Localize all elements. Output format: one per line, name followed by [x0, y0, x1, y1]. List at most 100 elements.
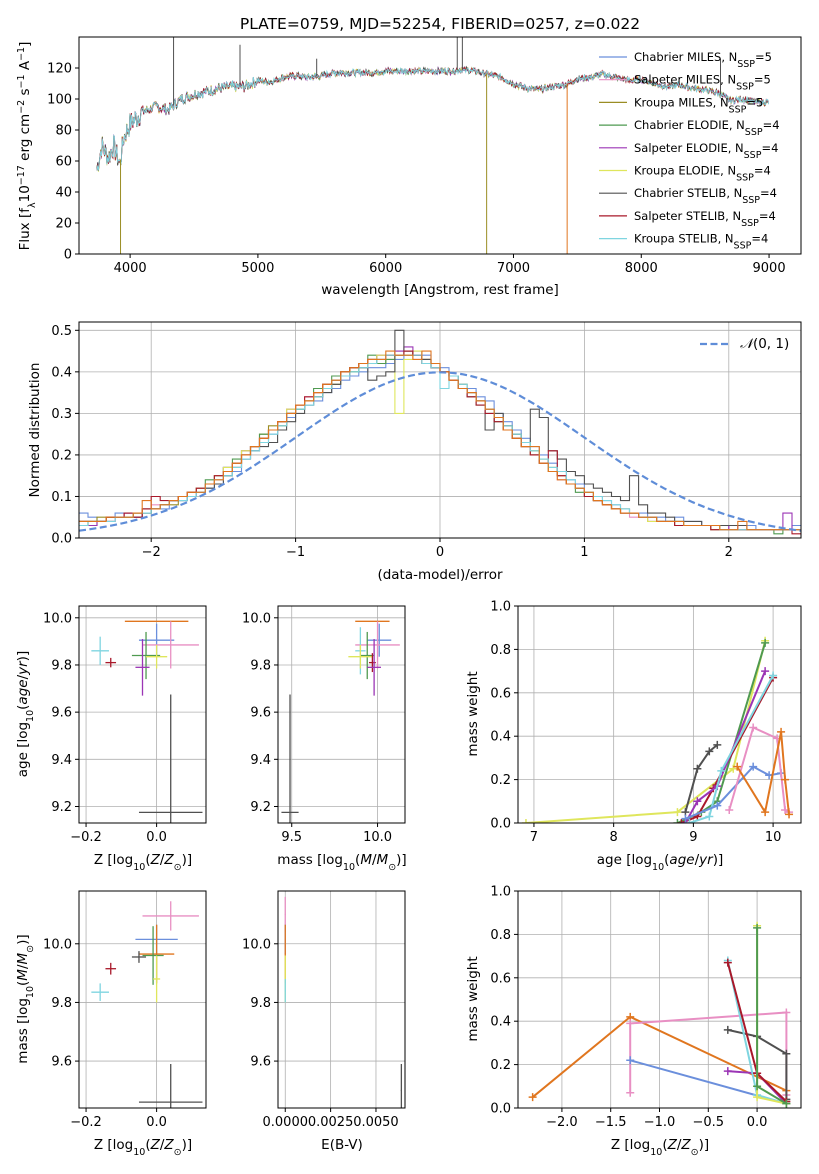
legend-label: Chabrier MILES, NSSP=5: [634, 50, 772, 70]
plus-marker: [749, 762, 758, 771]
label-part: (0, 1): [753, 336, 789, 352]
axes-border: [78, 321, 802, 539]
label-part: s: [17, 88, 33, 99]
x-tick-label: 0.0050: [353, 1115, 399, 1130]
x-tick-label: 0.0: [146, 1115, 167, 1130]
legend: 𝒩(0, 1): [700, 336, 789, 352]
grid: [278, 606, 405, 823]
x-tick-label: 9000: [753, 261, 786, 276]
y-tick-label: 120: [47, 62, 72, 77]
label-part: )]: [182, 1137, 193, 1153]
y-tick-label: 9.6: [250, 706, 271, 721]
x-tick-label: 5000: [241, 261, 274, 276]
axes-frame: 0.0000 0.0025 0.0050 9.6 9.8 10.0: [242, 890, 406, 1130]
y-tick-label: 0.0: [51, 532, 72, 547]
x-axis-label: mass [log10(M/M⊙)]: [277, 852, 406, 873]
label-part: SSP: [729, 104, 747, 115]
label-part: 10: [25, 710, 36, 722]
x-axis-label: Z [log10(Z/Z⊙)]: [94, 1137, 192, 1158]
legend-label: Kroupa ELODIE, NSSP=4: [634, 164, 771, 184]
y-tick-label: 0.0: [490, 817, 511, 832]
plus-marker: [626, 1019, 635, 1028]
plus-marker: [673, 808, 682, 817]
spectrum-line: [96, 67, 769, 171]
label-part: 10: [343, 862, 355, 873]
x-tick-label: −0.5: [693, 1115, 725, 1130]
y-tick-label: 9.6: [51, 1055, 72, 1070]
plot-area: [96, 37, 769, 254]
label-part: =4: [763, 118, 780, 132]
label-part: /: [160, 1137, 165, 1153]
label-part: −1: [16, 74, 27, 88]
x-tick-label: 0.0: [747, 1115, 768, 1130]
y-tick-label: 9.2: [250, 800, 271, 815]
label-part: Z: [163, 852, 174, 868]
legend-label: Salpeter ELODIE, NSSP=4: [634, 141, 778, 161]
label-part: ]: [17, 42, 33, 47]
label-part: Kroupa ELODIE, N: [634, 164, 736, 178]
mass-weight-line: [727, 1028, 788, 1100]
label-part: =5: [746, 95, 763, 109]
x-tick-label: 10.0: [363, 830, 392, 845]
label-part: Salpeter MILES, N: [634, 73, 736, 87]
y-tick-label: 60: [55, 155, 72, 170]
label-part: Z [log: [94, 1137, 133, 1153]
label-part: age: [15, 679, 31, 704]
label-part: (: [662, 1137, 667, 1153]
y-tick-label: 0.6: [490, 686, 511, 701]
y-tick-label: 9.2: [51, 800, 72, 815]
x-tick-label: −1: [286, 545, 305, 560]
plus-marker: [782, 1008, 791, 1017]
x-tick-label: −1.5: [595, 1115, 627, 1130]
label-part: )]: [396, 852, 407, 868]
plus-marker: [723, 1025, 732, 1034]
axes-frame: −2.0 −1.5 −1.0 −0.5 0.0 0.0 0.2 0.4 0.6 0.8 1.0: [490, 885, 802, 1130]
legend-label: 𝒩(0, 1): [740, 336, 789, 352]
x-tick-label: 2: [725, 545, 733, 560]
plus-marker: [693, 797, 702, 806]
x-tick-label: 4000: [114, 261, 147, 276]
y-tick-label: 9.8: [250, 658, 271, 673]
plus-marker: [693, 764, 702, 773]
y-tick-label: 20: [55, 217, 72, 232]
label-part: age [log: [597, 852, 652, 868]
label-part: (: [145, 1137, 150, 1153]
label-part: 10: [650, 1147, 662, 1158]
label-part: =5: [755, 50, 772, 64]
y-tick-label: 9.8: [51, 658, 72, 673]
plot-area: [528, 921, 791, 1108]
y-tick-label: 9.4: [51, 753, 72, 768]
label-part: erg cm: [17, 114, 33, 165]
y-tick-label: 0.4: [51, 365, 72, 380]
plus-marker: [528, 1093, 537, 1102]
x-tick-label: 1: [580, 545, 588, 560]
label-part: =4: [759, 209, 776, 223]
plus-marker: [723, 1067, 732, 1076]
plus-marker: [705, 812, 714, 821]
label-part: 10: [25, 986, 36, 998]
label-part: /: [695, 852, 700, 868]
y-tick-label: 9.6: [51, 706, 72, 721]
y-tick-label: 0.5: [51, 324, 72, 339]
label-part: SSP: [744, 149, 762, 160]
label-part: Chabrier STELIB, N: [634, 186, 742, 200]
label-part: (: [664, 852, 669, 868]
axes-border: [277, 890, 406, 1109]
mass-weight-line: [689, 674, 774, 823]
y-axis-label: mass weight: [465, 956, 481, 1041]
plus-marker: [761, 808, 770, 817]
mass-vs-metallicity-plot: −0.2 0.09.69.810.0Z [log10(Z/Z⊙)]mass [lo…: [15, 890, 207, 1158]
x-tick-label: 0.0025: [308, 1115, 354, 1130]
legend-label: Salpeter MILES, NSSP=5: [634, 73, 771, 93]
label-part: ⊙: [388, 862, 396, 873]
grid: [79, 606, 206, 823]
label-part: SSP: [742, 195, 760, 206]
label-part: =4: [760, 186, 777, 200]
plus-marker: [749, 723, 758, 732]
y-tick-label: 0.8: [490, 643, 511, 658]
label-part: SSP: [741, 217, 759, 228]
axes-frame: 9.5 10.0 9.2 9.4 9.6 9.8 10.0: [242, 605, 406, 845]
